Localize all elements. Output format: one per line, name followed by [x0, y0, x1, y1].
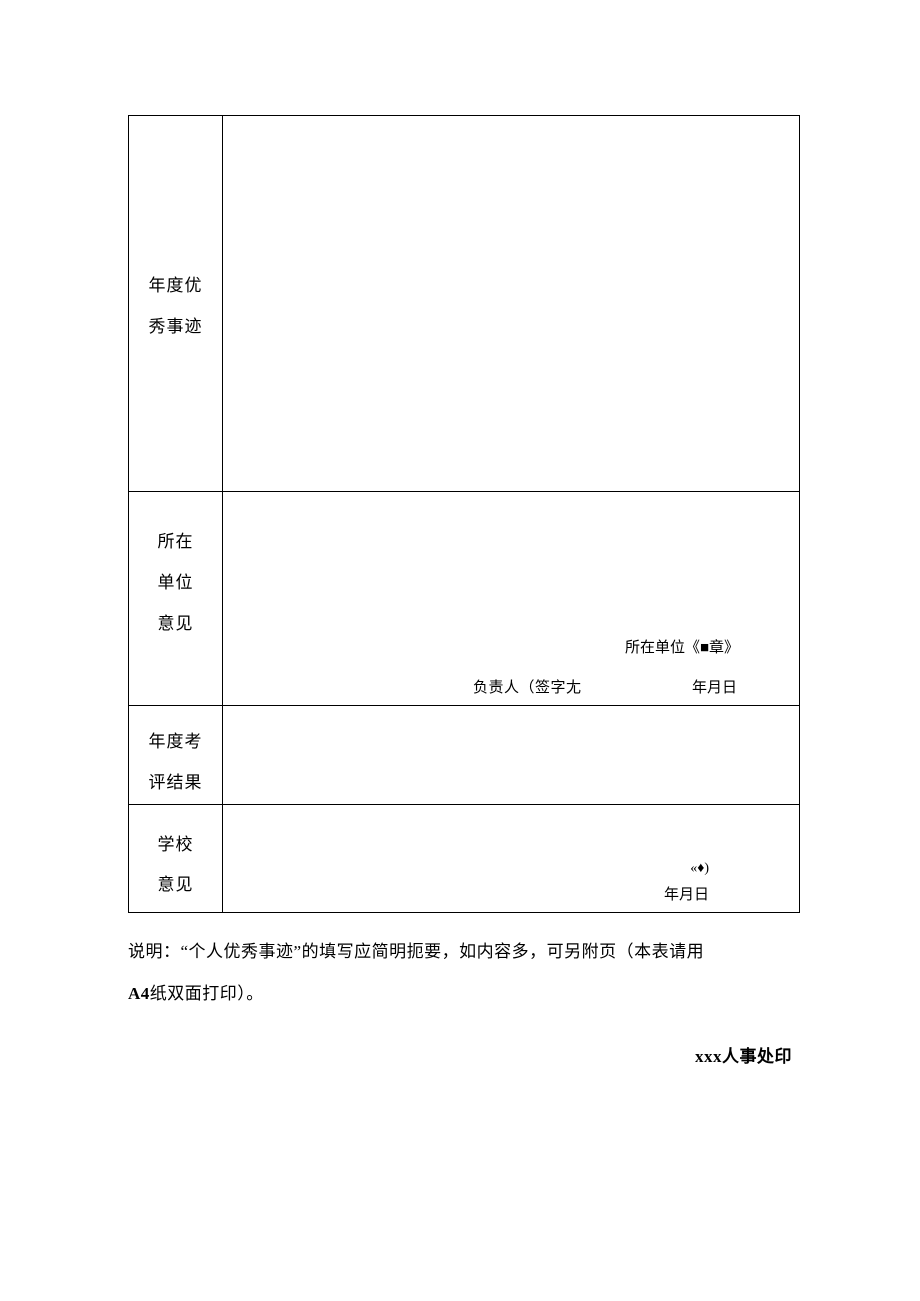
row3-label-line2: 评结果 — [129, 763, 222, 804]
row2-date-label: 年月日 — [692, 676, 779, 697]
table-row: 学校 意见 «♦) 年月日 — [129, 804, 800, 912]
note-line2-rest: 纸双面打印）。 — [150, 984, 264, 1003]
row3-label-line1: 年度考 — [129, 722, 222, 763]
row1-content-cell — [223, 116, 800, 492]
row1-label-line1: 年度优 — [129, 266, 222, 307]
row2-label-cell: 所在 单位 意见 — [129, 492, 223, 706]
table-row: 年度考 评结果 — [129, 706, 800, 805]
footer-text: xxx人事处印 — [128, 1042, 800, 1067]
signature-label: 负责人（签字尢 — [473, 676, 582, 697]
row1-label-line2: 秀事迹 — [129, 307, 222, 348]
row2-label-line3: 意见 — [129, 604, 222, 645]
row4-label-line1: 学校 — [129, 825, 222, 866]
page-container: 年度优 秀事迹 所在 单位 意见 所在单位《■章》 负责人（签字尢 年月日 年度… — [0, 0, 920, 1067]
mark-symbol: «♦) — [690, 861, 709, 877]
row1-label-cell: 年度优 秀事迹 — [129, 116, 223, 492]
table-row: 所在 单位 意见 所在单位《■章》 负责人（签字尢 年月日 — [129, 492, 800, 706]
footer-bold: xxx — [695, 1047, 722, 1066]
note-line2-bold: A4 — [128, 984, 150, 1003]
row4-content-cell: «♦) 年月日 — [223, 804, 800, 912]
signature-line: 负责人（签字尢 年月日 — [473, 676, 779, 697]
row3-content-cell — [223, 706, 800, 805]
note-line2: A4纸双面打印）。 — [128, 973, 800, 1016]
table-row: 年度优 秀事迹 — [129, 116, 800, 492]
seal-text: 所在单位《■章》 — [625, 636, 739, 657]
row3-label-cell: 年度考 评结果 — [129, 706, 223, 805]
row2-label-line1: 所在 — [129, 522, 222, 563]
row4-date-label: 年月日 — [664, 883, 709, 904]
form-table: 年度优 秀事迹 所在 单位 意见 所在单位《■章》 负责人（签字尢 年月日 年度… — [128, 115, 800, 913]
row4-label-cell: 学校 意见 — [129, 804, 223, 912]
row2-content-cell: 所在单位《■章》 负责人（签字尢 年月日 — [223, 492, 800, 706]
note-text: 说明：“个人优秀事迹”的填写应简明扼要，如内容多，可另附页（本表请用 A4纸双面… — [128, 931, 800, 1016]
footer-rest: 人事处印 — [722, 1047, 792, 1066]
note-line1: 说明：“个人优秀事迹”的填写应简明扼要，如内容多，可另附页（本表请用 — [128, 931, 800, 974]
row2-label-line2: 单位 — [129, 563, 222, 604]
row4-label-line2: 意见 — [129, 865, 222, 906]
